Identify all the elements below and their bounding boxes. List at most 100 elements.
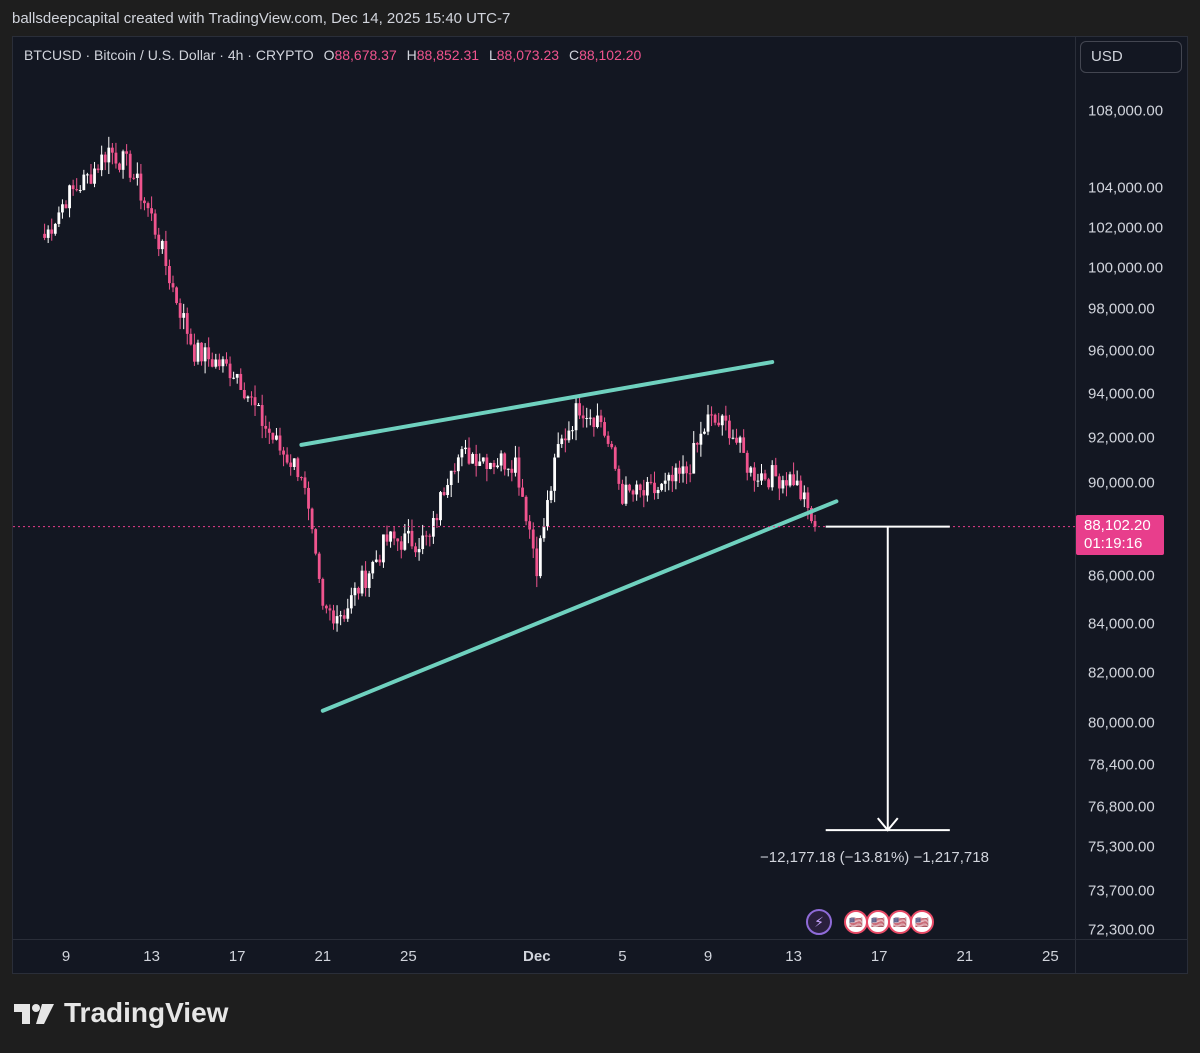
candle-body bbox=[267, 428, 271, 433]
candle-body bbox=[435, 517, 439, 521]
candle-body bbox=[399, 541, 403, 550]
candle-body bbox=[810, 508, 813, 522]
candle-body bbox=[342, 615, 346, 619]
price-axis[interactable] bbox=[1076, 36, 1188, 940]
candle-body bbox=[549, 490, 553, 501]
time-tick-label: 21 bbox=[956, 948, 974, 965]
candle-body bbox=[50, 229, 54, 234]
candle-body bbox=[635, 484, 639, 495]
candle-body bbox=[649, 481, 653, 483]
time-tick-label: 21 bbox=[314, 948, 332, 965]
candle-body bbox=[685, 466, 688, 474]
candle-body bbox=[171, 283, 175, 288]
candle-body bbox=[749, 467, 753, 473]
symbol-description[interactable]: BTCUSD · Bitcoin / U.S. Dollar · 4h · CR… bbox=[24, 47, 314, 63]
candle-body bbox=[535, 548, 539, 577]
us-flag-icon[interactable]: 🇺🇸 bbox=[844, 910, 868, 934]
candle-body bbox=[160, 240, 164, 250]
time-tick-label: 17 bbox=[228, 948, 246, 965]
time-tick-label: 9 bbox=[703, 948, 713, 965]
candle-body bbox=[703, 431, 706, 434]
trendline bbox=[320, 499, 839, 713]
price-tick-label: 94,000.00 bbox=[1088, 385, 1155, 403]
candle-body bbox=[802, 492, 806, 500]
candle-body bbox=[82, 174, 86, 191]
candle-body bbox=[225, 359, 228, 364]
candle-body bbox=[485, 457, 489, 469]
candle-body bbox=[681, 466, 685, 474]
candle-body bbox=[642, 490, 646, 496]
candle-body bbox=[139, 173, 143, 201]
candle-body bbox=[217, 359, 221, 367]
low-value: 88,073.23 bbox=[496, 47, 560, 63]
tradingview-brand: TradingView bbox=[12, 997, 228, 1029]
price-tick-label: 96,000.00 bbox=[1088, 342, 1155, 360]
candle-body bbox=[567, 430, 571, 441]
candle-body bbox=[364, 570, 367, 588]
candle-body bbox=[300, 477, 303, 479]
candle-body bbox=[481, 457, 485, 462]
us-flag-icon[interactable]: 🇺🇸 bbox=[888, 910, 912, 934]
candle-body bbox=[431, 517, 435, 537]
candle-body bbox=[132, 177, 136, 179]
time-axis[interactable] bbox=[12, 940, 1076, 974]
us-flag-icon[interactable]: 🇺🇸 bbox=[910, 910, 934, 934]
candle-body bbox=[203, 347, 207, 362]
candle-body bbox=[663, 480, 667, 484]
price-tick-label: 82,000.00 bbox=[1088, 664, 1155, 682]
candle-body bbox=[585, 418, 589, 420]
candle-body bbox=[196, 342, 200, 362]
candle-body bbox=[239, 373, 243, 390]
time-tick-label: 17 bbox=[870, 948, 888, 965]
candle-body bbox=[289, 462, 293, 467]
price-tick-label: 104,000.00 bbox=[1088, 179, 1164, 197]
price-tick-label: 78,400.00 bbox=[1088, 756, 1155, 774]
candle-body bbox=[228, 363, 232, 379]
candle-body bbox=[271, 432, 275, 440]
candle-body bbox=[656, 489, 660, 494]
candle-body bbox=[317, 553, 321, 579]
candle-body bbox=[43, 233, 46, 238]
candle-body bbox=[357, 587, 360, 594]
candle-body bbox=[242, 389, 246, 399]
time-tick-label: Dec bbox=[523, 948, 551, 965]
candle-body bbox=[571, 430, 574, 432]
candle-body bbox=[756, 480, 760, 482]
candle-body bbox=[296, 458, 300, 478]
event-icons[interactable]: ⚡ 🇺🇸 🇺🇸 🇺🇸 🇺🇸 bbox=[806, 908, 934, 936]
candle-body bbox=[517, 457, 521, 488]
candle-body bbox=[574, 403, 578, 431]
candle-body bbox=[260, 405, 264, 426]
candle-body bbox=[164, 240, 168, 266]
open-key: O bbox=[323, 47, 335, 63]
candle-body bbox=[168, 265, 171, 284]
chart-pane[interactable] bbox=[12, 36, 1076, 940]
candle-body bbox=[424, 535, 428, 537]
candle-body bbox=[232, 377, 236, 379]
candle-body bbox=[353, 587, 357, 596]
candle-body bbox=[599, 415, 603, 423]
candle-body bbox=[528, 521, 532, 530]
candle-body bbox=[339, 615, 343, 617]
us-flag-icon[interactable]: 🇺🇸 bbox=[866, 910, 890, 934]
time-tick-label: 13 bbox=[143, 948, 160, 965]
price-tick-label: 90,000.00 bbox=[1088, 474, 1155, 492]
candle-body bbox=[467, 447, 471, 464]
candle-body bbox=[464, 447, 467, 450]
candle-body bbox=[107, 147, 111, 163]
attribution-text: ballsdeepcapital created with TradingVie… bbox=[12, 10, 511, 27]
candle-body bbox=[185, 313, 189, 334]
currency-button[interactable]: USD bbox=[1080, 41, 1182, 73]
candle-body bbox=[788, 474, 792, 486]
candle-body bbox=[389, 531, 392, 542]
flash-icon[interactable]: ⚡ bbox=[806, 909, 832, 935]
candle-body bbox=[200, 342, 203, 362]
candle-body bbox=[114, 152, 118, 164]
candle-body bbox=[321, 578, 325, 606]
candle-body bbox=[806, 492, 810, 509]
candle-body bbox=[542, 526, 546, 539]
candle-body bbox=[514, 457, 517, 473]
candle-body bbox=[385, 534, 389, 542]
candle-body bbox=[678, 467, 681, 474]
